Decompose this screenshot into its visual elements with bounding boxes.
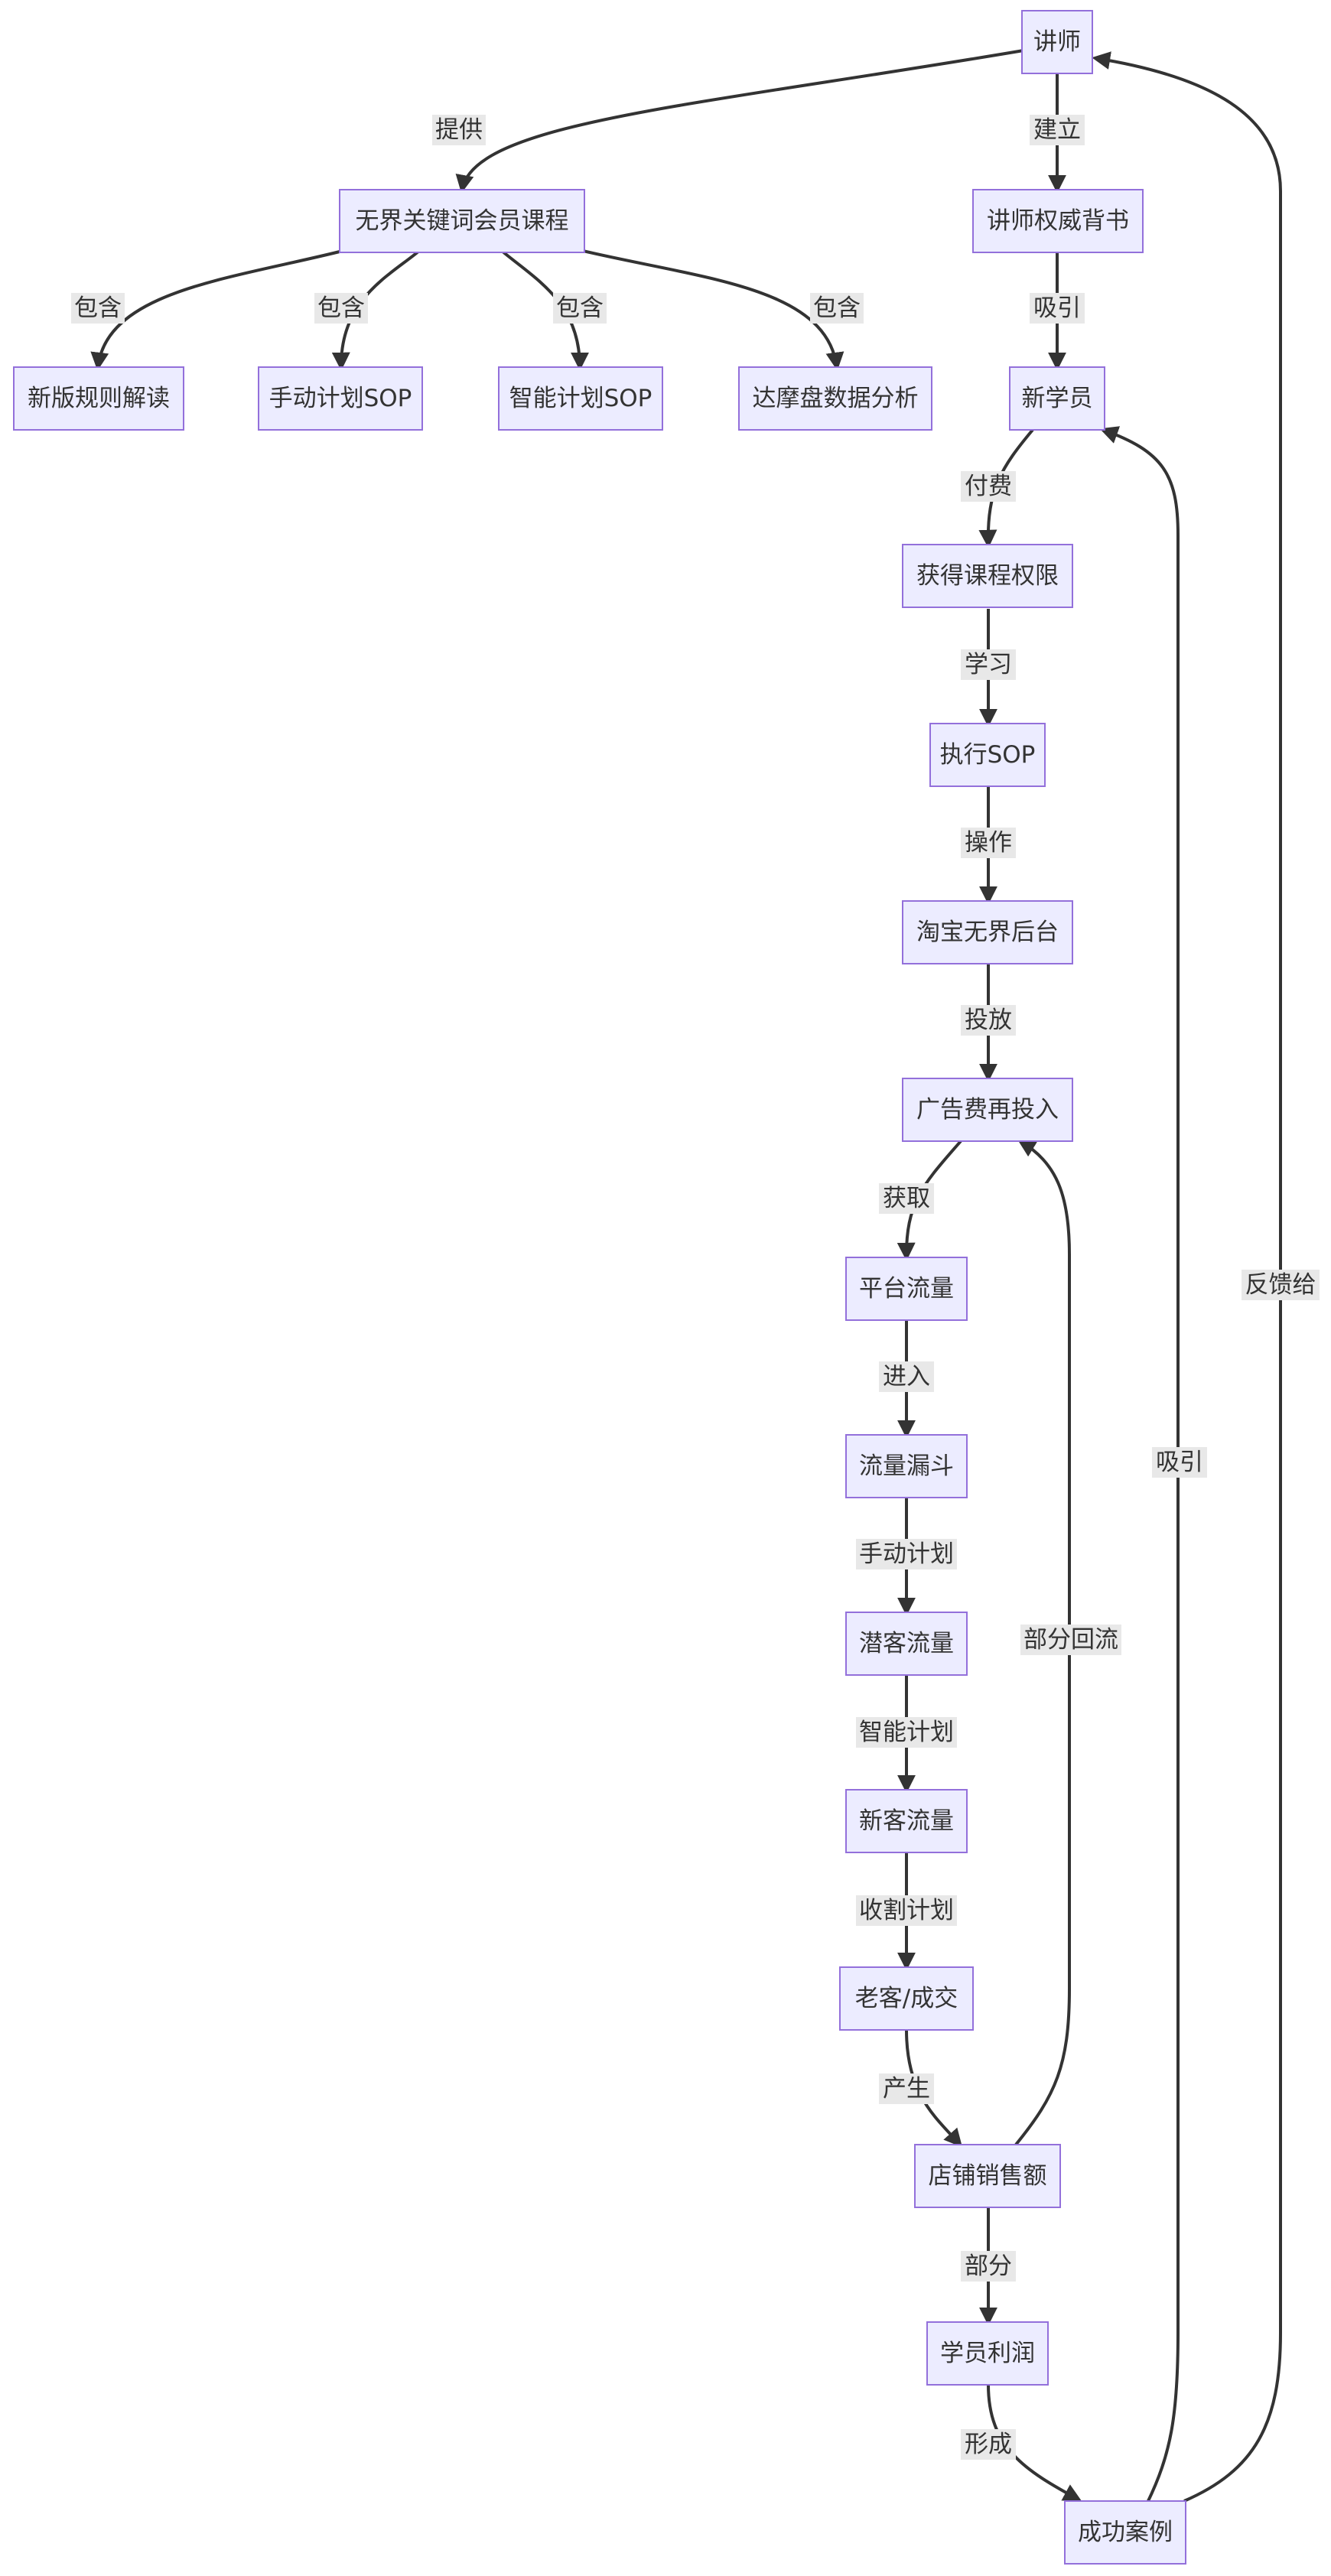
svg-text:包含: 包含 <box>556 294 604 322</box>
svg-text:无界关键词会员课程: 无界关键词会员课程 <box>356 207 569 235</box>
node-exec-sop: 执行SOP <box>929 723 1046 787</box>
node-teacher: 讲师 <box>1021 10 1093 74</box>
node-manual-sop: 手动计划SOP <box>258 366 423 431</box>
edge-label-feedback: 反馈给 <box>1242 1270 1320 1300</box>
edge-label-partial-return: 部分回流 <box>1020 1625 1121 1655</box>
svg-text:反馈给: 反馈给 <box>1245 1271 1316 1299</box>
edge-label-contains-manual: 包含 <box>314 293 368 324</box>
svg-text:包含: 包含 <box>74 294 122 322</box>
node-access: 获得课程权限 <box>902 544 1073 608</box>
svg-text:建立: 建立 <box>1033 116 1081 144</box>
svg-text:新客流量: 新客流量 <box>859 1807 954 1835</box>
node-old-customer: 老客/成交 <box>839 1966 974 2031</box>
edge-label-produce: 产生 <box>879 2073 934 2104</box>
edge-label-harvest: 收割计划 <box>856 1895 957 1926</box>
edge-label-enter: 进入 <box>879 1361 934 1392</box>
svg-text:达摩盘数据分析: 达摩盘数据分析 <box>753 385 919 412</box>
svg-text:新版规则解读: 新版规则解读 <box>28 385 170 412</box>
svg-text:广告费再投入: 广告费再投入 <box>916 1096 1059 1124</box>
svg-text:讲师权威背书: 讲师权威背书 <box>987 207 1129 235</box>
svg-text:新学员: 新学员 <box>1022 385 1093 412</box>
node-new-student: 新学员 <box>1009 366 1105 431</box>
node-adspend: 广告费再投入 <box>902 1078 1073 1142</box>
node-sales: 店铺销售额 <box>914 2144 1061 2208</box>
svg-text:智能计划SOP: 智能计划SOP <box>509 385 652 412</box>
edge-label-partial: 部分 <box>961 2251 1016 2282</box>
node-funnel: 流量漏斗 <box>845 1434 968 1498</box>
edge-success-newstudent <box>1099 426 1180 2503</box>
svg-text:操作: 操作 <box>965 829 1012 857</box>
edge-label-pay: 付费 <box>961 471 1016 502</box>
node-smart-sop: 智能计划SOP <box>498 366 663 431</box>
node-backend: 淘宝无界后台 <box>902 900 1073 964</box>
edge-label-attract-success: 吸引 <box>1152 1447 1207 1478</box>
edge-label-contains-rules: 包含 <box>71 293 125 324</box>
node-new-customer: 新客流量 <box>845 1789 968 1853</box>
svg-text:部分回流: 部分回流 <box>1023 1626 1118 1654</box>
node-success: 成功案例 <box>1064 2500 1186 2565</box>
edge-label-contains-smart: 包含 <box>553 293 607 324</box>
svg-text:平台流量: 平台流量 <box>859 1275 954 1303</box>
svg-text:投放: 投放 <box>965 1007 1012 1034</box>
svg-text:形成: 形成 <box>965 2431 1012 2458</box>
svg-text:智能计划: 智能计划 <box>859 1719 954 1746</box>
svg-text:潜客流量: 潜客流量 <box>859 1630 954 1657</box>
svg-text:老客/成交: 老客/成交 <box>855 1985 958 2012</box>
svg-text:讲师: 讲师 <box>1033 28 1081 56</box>
svg-text:进入: 进入 <box>883 1363 930 1390</box>
svg-text:店铺销售额: 店铺销售额 <box>929 2162 1047 2190</box>
svg-text:吸引: 吸引 <box>1033 294 1081 322</box>
edge-label-learn: 学习 <box>961 649 1016 680</box>
svg-text:手动计划SOP: 手动计划SOP <box>269 385 412 412</box>
edge-course-damopan <box>582 249 844 371</box>
node-authority: 讲师权威背书 <box>972 189 1144 253</box>
edge-label-establish: 建立 <box>1030 115 1085 145</box>
svg-text:付费: 付费 <box>965 473 1012 500</box>
edge-label-operate: 操作 <box>961 828 1016 858</box>
edge-success-teacher <box>1092 51 1282 2503</box>
svg-text:淘宝无界后台: 淘宝无界后台 <box>916 919 1059 946</box>
edge-label-contains-damopan: 包含 <box>810 293 864 324</box>
edge-course-rules <box>90 249 343 371</box>
svg-text:成功案例: 成功案例 <box>1078 2519 1173 2546</box>
svg-text:流量漏斗: 流量漏斗 <box>859 1452 954 1480</box>
edge-label-smart: 智能计划 <box>856 1717 957 1748</box>
edge-course-manual <box>331 249 421 371</box>
edge-label-obtain: 获取 <box>879 1183 934 1214</box>
svg-text:部分: 部分 <box>965 2252 1012 2280</box>
svg-text:收割计划: 收割计划 <box>859 1897 954 1924</box>
node-latent: 潜客流量 <box>845 1612 968 1676</box>
svg-text:学习: 学习 <box>965 651 1012 678</box>
edge-label-manual: 手动计划 <box>856 1539 957 1569</box>
svg-text:学员利润: 学员利润 <box>940 2340 1035 2367</box>
edge-sales-adspend <box>1014 1139 1071 2146</box>
edge-label-invest: 投放 <box>961 1005 1016 1036</box>
svg-text:执行SOP: 执行SOP <box>940 741 1036 769</box>
svg-text:提供: 提供 <box>435 116 483 144</box>
edge-teacher-course <box>455 49 1024 194</box>
node-traffic: 平台流量 <box>845 1257 968 1321</box>
svg-text:产生: 产生 <box>883 2075 930 2103</box>
edge-label-provide: 提供 <box>432 115 486 145</box>
svg-text:吸引: 吸引 <box>1156 1449 1203 1476</box>
node-damopan: 达摩盘数据分析 <box>738 366 932 431</box>
svg-text:手动计划: 手动计划 <box>859 1540 954 1568</box>
node-profit: 学员利润 <box>926 2321 1049 2386</box>
svg-text:获得课程权限: 获得课程权限 <box>916 562 1059 590</box>
edge-label-form: 形成 <box>961 2429 1016 2460</box>
svg-text:获取: 获取 <box>883 1185 930 1212</box>
edge-label-attract-authority: 吸引 <box>1030 293 1085 324</box>
node-rules: 新版规则解读 <box>13 366 184 431</box>
svg-text:包含: 包含 <box>813 294 861 322</box>
node-course: 无界关键词会员课程 <box>339 189 585 253</box>
svg-text:包含: 包含 <box>317 294 365 322</box>
